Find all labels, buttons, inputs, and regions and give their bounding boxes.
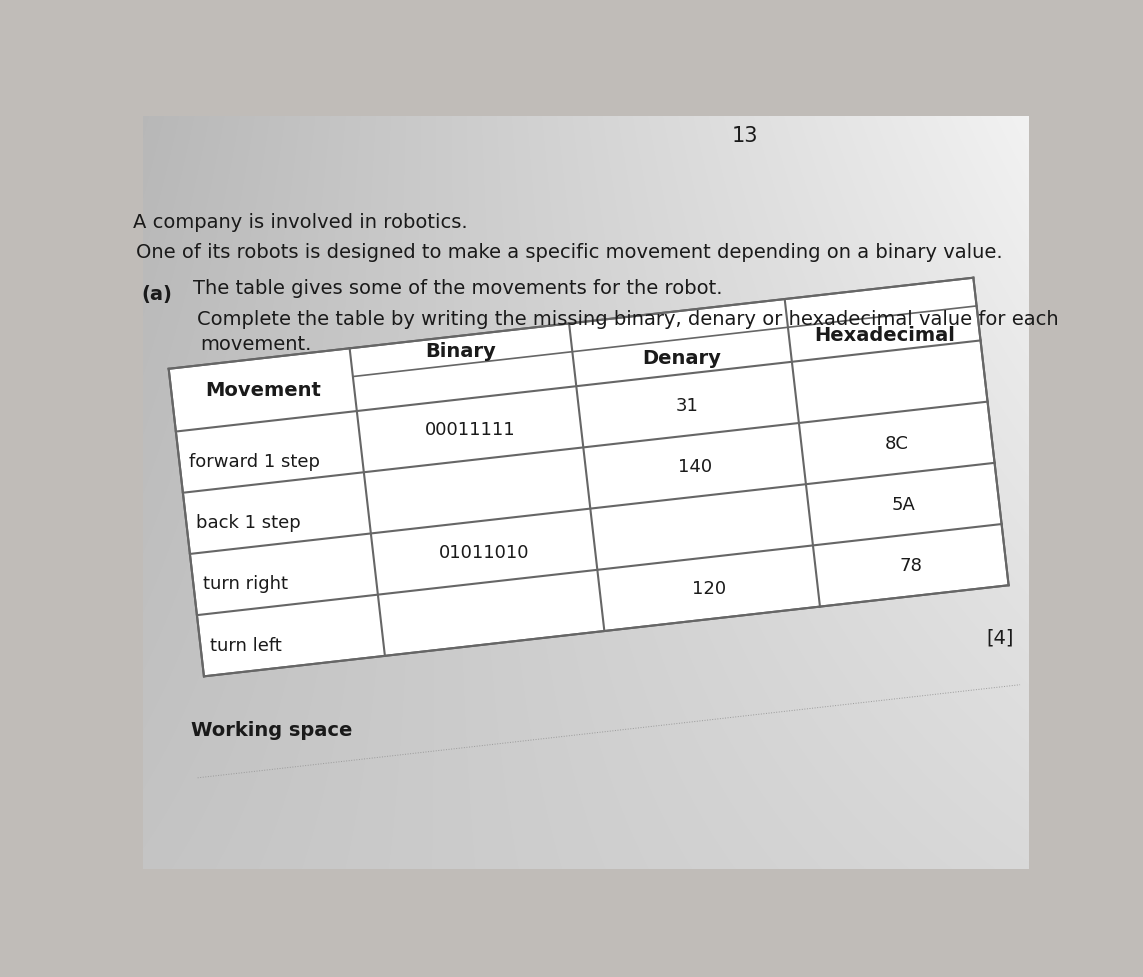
Text: 13: 13 bbox=[732, 126, 759, 147]
Text: Denary: Denary bbox=[642, 348, 721, 367]
Text: forward 1 step: forward 1 step bbox=[189, 452, 320, 471]
Bar bbox=[169, 278, 1008, 677]
Text: 5A: 5A bbox=[892, 495, 916, 514]
Text: Working space: Working space bbox=[191, 721, 352, 740]
Text: The table gives some of the movements for the robot.: The table gives some of the movements fo… bbox=[193, 279, 722, 298]
Text: Binary: Binary bbox=[425, 342, 496, 361]
Text: 78: 78 bbox=[900, 557, 922, 574]
Text: 120: 120 bbox=[692, 579, 726, 598]
Text: movement.: movement. bbox=[200, 335, 311, 354]
Text: 31: 31 bbox=[677, 397, 700, 414]
Text: A company is involved in robotics.: A company is involved in robotics. bbox=[133, 212, 467, 232]
Text: Movement: Movement bbox=[205, 381, 321, 400]
Text: 00011111: 00011111 bbox=[425, 421, 515, 439]
Text: Complete the table by writing the missing binary, denary or hexadecimal value fo: Complete the table by writing the missin… bbox=[197, 310, 1058, 328]
Text: back 1 step: back 1 step bbox=[195, 514, 301, 531]
Text: (a): (a) bbox=[141, 285, 171, 304]
Text: 01011010: 01011010 bbox=[439, 543, 529, 561]
Text: 140: 140 bbox=[678, 457, 712, 476]
Text: One of its robots is designed to make a specific movement depending on a binary : One of its robots is designed to make a … bbox=[136, 243, 1002, 262]
Text: turn left: turn left bbox=[209, 636, 281, 654]
Text: [4]: [4] bbox=[986, 627, 1014, 647]
Text: turn right: turn right bbox=[202, 574, 288, 593]
Text: Hexadecimal: Hexadecimal bbox=[814, 325, 954, 344]
Text: 8C: 8C bbox=[885, 435, 909, 452]
